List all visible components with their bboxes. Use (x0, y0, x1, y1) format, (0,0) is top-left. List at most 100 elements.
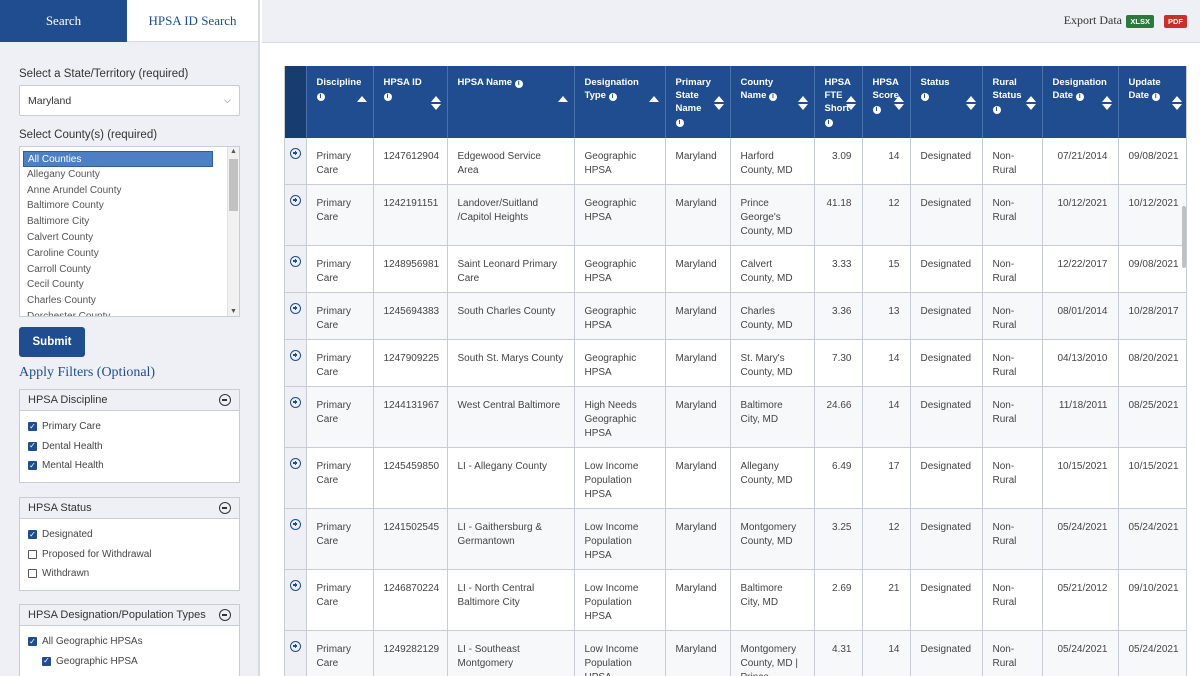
table-row[interactable]: Primary Care 1245459850 LI - Allegany Coun… (285, 447, 1186, 509)
table-row[interactable]: Primary Care 1249282129 LI - Southeast Mon… (285, 630, 1186, 676)
info-icon[interactable]: i (383, 93, 392, 101)
scroll-up-icon[interactable]: ▲ (230, 148, 237, 155)
collapse-minus-icon[interactable] (219, 609, 231, 621)
county-option[interactable]: Baltimore County (27, 200, 104, 212)
column-header-hpsa-score[interactable]: HPSA Score i (862, 66, 911, 138)
sort-icon[interactable] (430, 96, 441, 110)
submit-button[interactable]: Submit (19, 327, 85, 357)
checkbox-unchecked-icon[interactable] (28, 549, 37, 559)
collapse-minus-icon[interactable] (219, 394, 231, 406)
table-row[interactable]: Primary Care 1241502545 LI - Gaithersburg … (285, 508, 1186, 570)
table-row[interactable]: Primary Care 1247612904 Edgewood Service A… (285, 138, 1186, 185)
filter-panel-header[interactable]: HPSA Discipline (20, 390, 239, 411)
state-select[interactable]: Maryland ⌵ (19, 85, 240, 116)
column-header-update-date[interactable]: Update Date i (1118, 66, 1186, 138)
checkbox-checked-icon[interactable]: ✓ (28, 441, 37, 451)
info-icon[interactable]: i (920, 93, 929, 101)
column-header-county-name[interactable]: County Name i (730, 66, 815, 138)
filter-checkbox-all-geographic-hpsas[interactable]: ✓ All Geographic HPSAs (20, 632, 239, 652)
checkbox-unchecked-icon[interactable] (28, 569, 37, 579)
checkbox-checked-icon[interactable]: ✓ (28, 529, 37, 540)
expand-plus-icon[interactable] (289, 641, 301, 652)
expand-plus-icon[interactable] (289, 350, 301, 361)
expand-plus-icon[interactable] (289, 303, 301, 314)
export-xlsx-button[interactable]: XLSX (1126, 15, 1154, 28)
table-row[interactable]: Primary Care 1245694383 South Charles Coun… (285, 292, 1186, 340)
scroll-down-icon[interactable]: ▼ (230, 308, 237, 315)
filter-panel-header[interactable]: HPSA Designation/Population Types (20, 605, 239, 626)
sort-icon[interactable] (1025, 96, 1036, 110)
expand-plus-icon[interactable] (289, 519, 301, 530)
column-header-rural-status[interactable]: Rural Status i (982, 66, 1043, 138)
expand-plus-icon[interactable] (289, 195, 301, 206)
column-header-hpsa-fte-short[interactable]: HPSA FTE Short i (814, 66, 863, 138)
filter-checkbox-dental-health[interactable]: ✓ Dental Health (20, 437, 239, 457)
info-icon[interactable]: i (824, 119, 833, 127)
table-row[interactable]: Primary Care 1244131967 West Central Balti… (285, 386, 1186, 448)
county-option[interactable]: Charles County (27, 295, 96, 307)
filter-checkbox-mental-health[interactable]: ✓ Mental Health (20, 456, 239, 476)
export-pdf-button[interactable]: PDF (1164, 15, 1187, 28)
expand-plus-icon[interactable] (289, 458, 301, 469)
filter-checkbox-designated[interactable]: ✓ Designated (20, 525, 239, 545)
column-header-hpsa-name[interactable]: HPSA Name i (447, 66, 575, 138)
sort-icon[interactable] (1171, 96, 1182, 110)
info-icon[interactable]: i (992, 106, 1001, 114)
info-icon[interactable]: i (514, 80, 523, 88)
county-option[interactable]: Baltimore City (27, 216, 90, 228)
county-option[interactable]: Dorchester County (27, 310, 111, 317)
info-icon[interactable]: i (316, 93, 325, 101)
column-header-designation-date[interactable]: Designation Date i (1042, 66, 1119, 138)
sort-icon[interactable] (797, 96, 808, 110)
sort-icon[interactable] (845, 96, 856, 110)
county-option[interactable]: Carroll County (27, 263, 91, 275)
sort-ascending-icon[interactable] (356, 96, 367, 104)
column-header-designation-type[interactable]: Designation Type i (574, 66, 666, 138)
county-option[interactable]: Caroline County (27, 247, 99, 259)
county-list-scrollbar[interactable]: ▲ ▼ (227, 147, 239, 316)
info-icon[interactable]: i (675, 119, 684, 127)
column-header-discipline[interactable]: Discipline i (306, 66, 374, 138)
county-option[interactable]: Cecil County (27, 279, 84, 291)
expand-plus-icon[interactable] (289, 148, 301, 159)
info-icon[interactable]: i (769, 93, 778, 101)
county-listbox[interactable]: All Counties Allegany County Anne Arundel … (19, 146, 240, 317)
filter-panel-header[interactable]: HPSA Status (20, 498, 239, 519)
tab-search[interactable]: Search (0, 0, 128, 42)
county-option[interactable]: All Counties (23, 151, 213, 167)
sort-icon[interactable] (893, 96, 904, 110)
tab-hpsa-id-search[interactable]: HPSA ID Search (127, 0, 258, 42)
county-option[interactable]: Anne Arundel County (27, 184, 122, 196)
scrollbar-thumb[interactable] (229, 159, 238, 211)
column-header-primary-state-name[interactable]: Primary State Name i (665, 66, 731, 138)
sort-icon[interactable] (713, 96, 724, 110)
table-row[interactable]: Primary Care 1242191151 Landover/Suitland … (285, 184, 1186, 246)
expand-plus-icon[interactable] (289, 580, 301, 591)
checkbox-checked-icon[interactable]: ✓ (28, 460, 37, 471)
expand-plus-icon[interactable] (289, 397, 301, 408)
info-icon[interactable]: i (872, 106, 881, 114)
info-icon[interactable]: i (1151, 93, 1160, 101)
info-icon[interactable]: i (1075, 93, 1084, 101)
sort-ascending-icon[interactable] (557, 96, 568, 104)
table-row[interactable]: Primary Care 1246870224 LI - North Central… (285, 569, 1186, 631)
sort-icon[interactable] (965, 96, 976, 110)
table-scrollbar-thumb[interactable] (1182, 206, 1186, 268)
filter-checkbox-proposed-for-withdrawal[interactable]: Proposed for Withdrawal (20, 545, 239, 565)
checkbox-checked-icon[interactable]: ✓ (42, 656, 51, 666)
info-icon[interactable]: i (608, 93, 617, 101)
county-option[interactable]: Allegany County (27, 168, 100, 180)
expand-plus-icon[interactable] (289, 256, 301, 267)
collapse-minus-icon[interactable] (219, 502, 231, 514)
table-row[interactable]: Primary Care 1247909225 South St. Marys Co… (285, 339, 1186, 387)
sort-icon[interactable] (1101, 96, 1112, 110)
filter-checkbox-primary-care[interactable]: ✓ Primary Care (20, 417, 239, 437)
table-row[interactable]: Primary Care 1248956981 Saint Leonard Prim… (285, 245, 1186, 293)
sort-ascending-icon[interactable] (648, 96, 659, 104)
filter-checkbox-withdrawn[interactable]: Withdrawn (20, 564, 239, 584)
column-header-status[interactable]: Status i (910, 66, 983, 138)
checkbox-checked-icon[interactable]: ✓ (28, 421, 37, 432)
county-option[interactable]: Calvert County (27, 231, 94, 243)
column-header-hpsa-id[interactable]: HPSA ID i (373, 66, 448, 138)
checkbox-checked-icon[interactable]: ✓ (28, 636, 37, 647)
